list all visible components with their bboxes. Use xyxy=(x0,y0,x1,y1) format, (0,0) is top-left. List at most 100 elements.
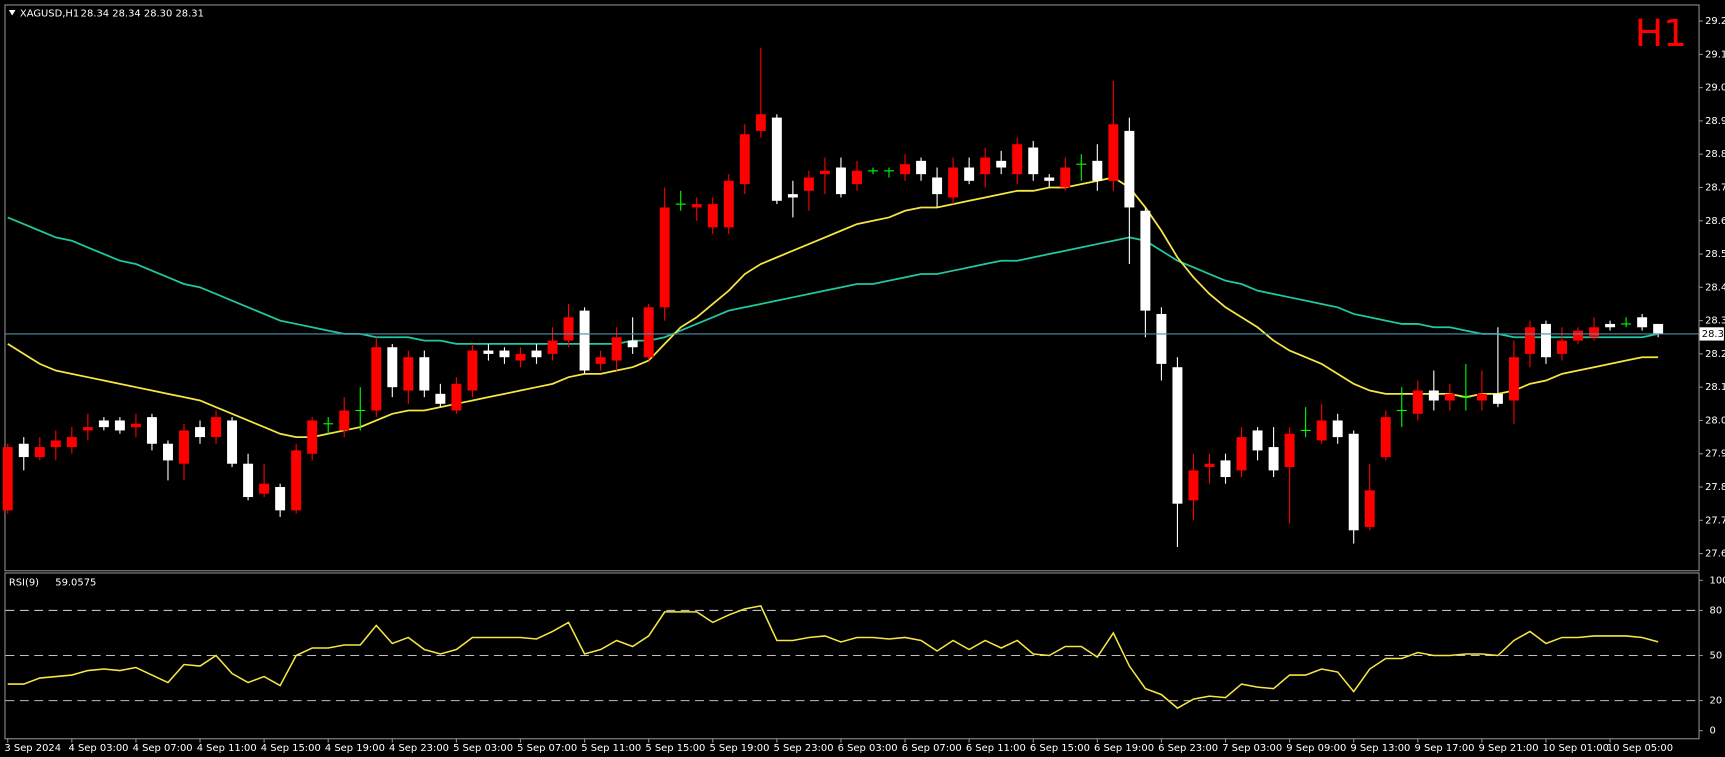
symbol-label: XAGUSD,H1 xyxy=(20,8,79,19)
candle-body xyxy=(227,420,238,464)
x-tick-label: 4 Sep 19:00 xyxy=(325,743,385,754)
candle-body xyxy=(403,357,414,391)
candle-body xyxy=(275,487,286,511)
x-tick-label: 9 Sep 13:00 xyxy=(1350,743,1410,754)
x-tick-label: 9 Sep 09:00 xyxy=(1286,743,1346,754)
candle-body xyxy=(1268,447,1279,471)
candle-body xyxy=(852,170,862,185)
candle-body xyxy=(1364,490,1375,527)
y-tick-label: 28.75 xyxy=(1705,182,1725,193)
menu-triangle[interactable] xyxy=(8,9,16,16)
candle-body xyxy=(1541,323,1551,358)
candle-body xyxy=(1220,460,1231,478)
candle-body xyxy=(835,167,846,195)
candle-body xyxy=(1236,437,1247,471)
current-price-label: 28.31 xyxy=(1702,329,1725,340)
rsi-label: RSI(9) xyxy=(9,577,39,588)
candle-body xyxy=(547,340,558,354)
x-tick-label: 4 Sep 11:00 xyxy=(197,743,257,754)
y-tick-label: 100 xyxy=(1710,575,1725,586)
x-tick-label: 6 Sep 19:00 xyxy=(1094,743,1154,754)
y-tick-label: 27.75 xyxy=(1705,515,1725,526)
x-tick-label: 5 Sep 23:00 xyxy=(774,743,834,754)
candle-body xyxy=(1573,330,1583,341)
candle-body xyxy=(691,204,702,208)
candle-body xyxy=(1204,463,1215,468)
candle-body xyxy=(1044,177,1055,181)
candle-body xyxy=(787,194,798,198)
y-tick-label: 29.15 xyxy=(1705,49,1725,60)
candle-body xyxy=(1637,317,1648,328)
x-tick-label: 10 Sep 01:00 xyxy=(1543,743,1609,754)
candle-body xyxy=(1524,327,1535,354)
candle-body xyxy=(1092,160,1103,181)
x-tick-label: 6 Sep 23:00 xyxy=(1158,743,1218,754)
candle-body xyxy=(1156,313,1167,364)
y-tick-label: 29.25 xyxy=(1705,16,1725,27)
candle-body xyxy=(1060,167,1071,188)
y-tick-label: 27.95 xyxy=(1705,449,1725,460)
y-tick-label: 80 xyxy=(1710,605,1723,616)
x-tick-label: 7 Sep 03:00 xyxy=(1222,743,1282,754)
candle-body xyxy=(483,350,494,354)
candle-body xyxy=(50,440,61,448)
candle-body xyxy=(611,337,622,361)
candle-body xyxy=(1557,340,1567,354)
candle-body xyxy=(739,134,750,185)
x-tick-label: 5 Sep 19:00 xyxy=(709,743,769,754)
candle-body xyxy=(819,170,830,175)
candle-body xyxy=(98,420,109,428)
y-tick-label: 27.85 xyxy=(1705,482,1725,493)
candle-body xyxy=(1428,390,1439,401)
candle-body xyxy=(1412,390,1423,414)
x-tick-label: 5 Sep 07:00 xyxy=(517,743,577,754)
candle-body xyxy=(146,417,157,444)
candle-body xyxy=(1492,393,1503,404)
x-tick-label: 5 Sep 03:00 xyxy=(453,743,513,754)
candle-body xyxy=(964,167,975,181)
y-tick-label: 28.35 xyxy=(1705,316,1725,327)
y-tick-label: 28.85 xyxy=(1705,149,1725,160)
timeframe-label: H1 xyxy=(1635,11,1687,55)
y-tick-label: 28.65 xyxy=(1705,216,1725,227)
current-price-box xyxy=(1699,327,1724,341)
x-tick-label: 5 Sep 15:00 xyxy=(645,743,705,754)
candle-body xyxy=(1028,147,1039,175)
rsi-value: 59.0575 xyxy=(55,577,96,588)
candle-body xyxy=(34,447,45,458)
candle-body xyxy=(980,157,991,175)
candle-body xyxy=(1653,323,1664,334)
candle-body xyxy=(130,423,141,428)
candle-body xyxy=(2,447,13,511)
candle-body xyxy=(1188,470,1199,501)
candle-body xyxy=(18,443,29,458)
x-tick-label: 6 Sep 11:00 xyxy=(966,743,1026,754)
y-tick-label: 50 xyxy=(1710,651,1723,662)
x-tick-label: 6 Sep 03:00 xyxy=(838,743,898,754)
candle-body xyxy=(996,160,1007,168)
quote-label: 28.34 28.34 28.30 28.31 xyxy=(81,8,204,19)
moving-average xyxy=(7,216,1659,345)
candle-body xyxy=(66,437,77,448)
candle-body xyxy=(1124,130,1135,208)
x-tick-label: 10 Sep 05:00 xyxy=(1607,743,1673,754)
candle-body xyxy=(916,160,927,175)
candle-body xyxy=(643,307,654,358)
candle-body xyxy=(1380,417,1391,458)
x-tick-label: 6 Sep 15:00 xyxy=(1030,743,1090,754)
y-tick-label: 20 xyxy=(1710,696,1723,707)
candle-body xyxy=(1332,420,1343,438)
candle-body xyxy=(307,420,318,454)
candle-body xyxy=(162,443,173,461)
candle-body xyxy=(1108,124,1119,181)
candle-body xyxy=(339,410,350,431)
y-tick-label: 28.15 xyxy=(1705,382,1725,393)
candle-body xyxy=(659,207,670,308)
candle-body xyxy=(932,177,943,195)
y-tick-label: 28.05 xyxy=(1705,415,1725,426)
candle-body xyxy=(515,353,526,361)
candle-body xyxy=(435,393,446,404)
x-tick-label: 4 Sep 15:00 xyxy=(261,743,321,754)
x-tick-label: 5 Sep 11:00 xyxy=(581,743,641,754)
